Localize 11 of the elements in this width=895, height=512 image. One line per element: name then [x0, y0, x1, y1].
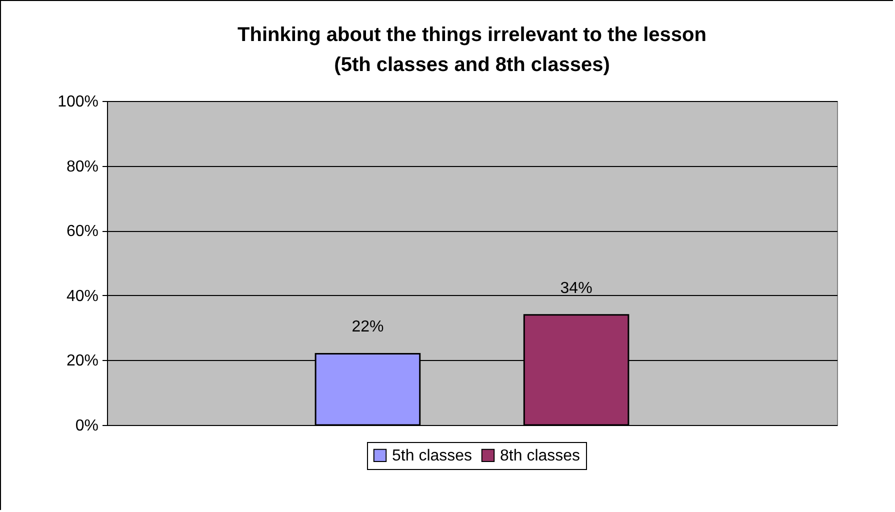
y-tick-label: 80%: [66, 158, 98, 176]
y-tick-label: 20%: [66, 352, 98, 370]
chart-title: Thinking about the things irrelevant to the lesson (5th classes and 8th classes): [238, 24, 706, 76]
y-tick-label: 100%: [58, 94, 98, 110]
y-tick-label: 0%: [75, 418, 98, 434]
y-tick-label: 60%: [66, 223, 98, 240]
text: 34%: [560, 280, 592, 297]
legend-label: 8th classes: [500, 447, 580, 464]
text: 22%: [352, 318, 384, 336]
y-tick-label: 40%: [66, 288, 98, 305]
legend-label: 5th classes: [392, 447, 472, 464]
